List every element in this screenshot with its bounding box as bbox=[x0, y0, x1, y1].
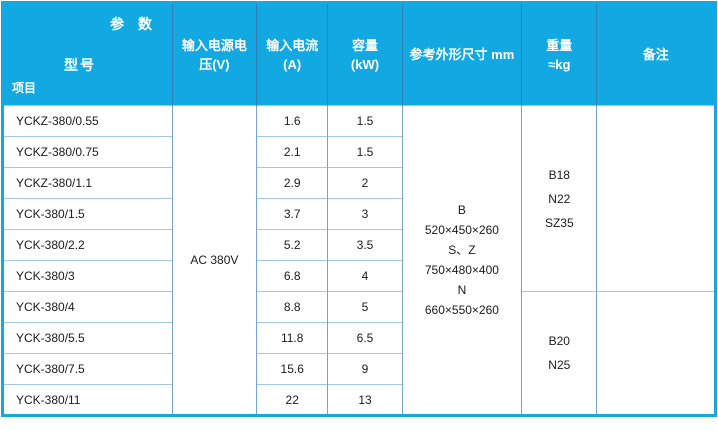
weight-cell-group2: B20 N25 bbox=[521, 291, 597, 416]
capacity-cell: 3 bbox=[327, 198, 403, 230]
dimensions-line: N bbox=[457, 283, 467, 297]
header-col-voltage-line1: 输入电源电 bbox=[181, 37, 247, 53]
capacity-cell: 3.5 bbox=[327, 229, 403, 261]
remark-cell-group2 bbox=[596, 291, 716, 416]
header-col-remark: 备注 bbox=[596, 2, 716, 106]
header-col-remark-line1: 备注 bbox=[642, 47, 669, 62]
header-item-label: 项目 bbox=[12, 81, 37, 95]
header-corner-cell: 参 数 型号 项目 bbox=[2, 2, 173, 106]
header-col-current: 输入电流 (A) bbox=[256, 2, 328, 106]
table-row: YCK-380/11 22 13 bbox=[2, 384, 716, 416]
weight-cell-group1: B18 N22 SZ35 bbox=[521, 105, 597, 292]
weight-line: SZ35 bbox=[544, 215, 574, 230]
current-cell: 22 bbox=[256, 384, 328, 416]
table-row: YCK-380/7.5 15.6 9 bbox=[2, 353, 716, 385]
table-row: YCK-380/2.2 5.2 3.5 bbox=[2, 229, 716, 261]
remark-cell-group1 bbox=[596, 105, 716, 292]
header-param-label: 参 数 bbox=[110, 16, 152, 32]
table-row: YCKZ-380/0.75 2.1 1.5 bbox=[2, 136, 716, 168]
header-col-capacity-line1: 容量 bbox=[351, 37, 378, 53]
current-cell: 15.6 bbox=[256, 353, 328, 385]
current-cell: 2.1 bbox=[256, 136, 328, 168]
table-row: YCK-380/3 6.8 4 bbox=[2, 260, 716, 292]
model-cell: YCK-380/7.5 bbox=[2, 353, 173, 385]
dimensions-line: 520×450×260 bbox=[424, 223, 499, 237]
header-col-capacity: 容量 (kW) bbox=[327, 2, 403, 106]
header-col-voltage-line2: 压(V) bbox=[199, 56, 230, 72]
header-col-weight: 重量 ≈kg bbox=[521, 2, 597, 106]
capacity-cell: 5 bbox=[327, 291, 403, 323]
current-cell: 3.7 bbox=[256, 198, 328, 230]
table-row: YCKZ-380/1.1 2.9 2 bbox=[2, 167, 716, 199]
dimensions-cell: B 520×450×260 S、Z 750×480×400 N 660×550×… bbox=[401, 105, 522, 416]
capacity-cell: 1.5 bbox=[327, 105, 403, 137]
capacity-cell: 9 bbox=[327, 353, 403, 385]
header-col-capacity-line2: (kW) bbox=[350, 56, 380, 72]
dimensions-line: 750×480×400 bbox=[424, 263, 499, 277]
header-col-current-line2: (A) bbox=[283, 56, 302, 72]
capacity-cell: 4 bbox=[327, 260, 403, 292]
table-row: YCK-380/5.5 11.8 6.5 bbox=[2, 322, 716, 354]
current-cell: 11.8 bbox=[256, 322, 328, 354]
dimensions-line: 660×550×260 bbox=[424, 303, 499, 317]
model-cell: YCKZ-380/0.75 bbox=[2, 136, 173, 168]
model-cell: YCK-380/3 bbox=[2, 260, 173, 292]
model-cell: YCK-380/4 bbox=[2, 291, 173, 323]
model-cell: YCKZ-380/0.55 bbox=[2, 105, 173, 137]
header-row: 参 数 型号 项目 输入电源电 压(V) 输入电流 (A) 容量 (kW) 参考… bbox=[2, 2, 716, 106]
table-row: YCK-380/4 8.8 5 B20 N25 bbox=[2, 291, 716, 416]
current-cell: 6.8 bbox=[256, 260, 328, 292]
capacity-cell: 1.5 bbox=[327, 136, 403, 168]
weight-line: B20 bbox=[548, 334, 570, 348]
header-col-dimensions-line1: 参考外形尺寸 mm bbox=[409, 47, 515, 62]
header-col-current-line1: 输入电流 bbox=[266, 37, 319, 53]
weight-line: B18 bbox=[548, 167, 570, 182]
model-cell: YCKZ-380/1.1 bbox=[2, 167, 173, 199]
model-cell: YCK-380/1.5 bbox=[2, 198, 173, 230]
current-cell: 2.9 bbox=[256, 167, 328, 199]
header-col-voltage: 输入电源电 压(V) bbox=[171, 2, 257, 106]
model-cell: YCK-380/2.2 bbox=[2, 229, 173, 261]
spec-table: 参 数 型号 项目 输入电源电 压(V) 输入电流 (A) 容量 (kW) 参考… bbox=[1, 1, 717, 417]
model-cell: YCK-380/11 bbox=[2, 384, 173, 416]
model-cell: YCK-380/5.5 bbox=[2, 322, 173, 354]
header-col-weight-line1: 重量 bbox=[546, 37, 573, 53]
current-cell: 5.2 bbox=[256, 229, 328, 261]
voltage-cell: AC 380V bbox=[171, 105, 257, 416]
dimensions-line: B bbox=[457, 203, 466, 217]
current-cell: 8.8 bbox=[256, 291, 328, 323]
current-cell: 1.6 bbox=[256, 105, 328, 137]
capacity-cell: 6.5 bbox=[327, 322, 403, 354]
header-model-label: 型号 bbox=[64, 57, 96, 73]
capacity-cell: 13 bbox=[327, 384, 403, 416]
capacity-cell: 2 bbox=[327, 167, 403, 199]
weight-line: N22 bbox=[548, 191, 571, 206]
dimensions-line: S、Z bbox=[448, 243, 476, 257]
header-col-weight-line2: ≈kg bbox=[548, 56, 571, 72]
table-row: YCKZ-380/0.55 AC 380V 1.6 1.5 B 520×450×… bbox=[2, 105, 716, 416]
table-row: YCK-380/1.5 3.7 3 bbox=[2, 198, 716, 230]
weight-line: N25 bbox=[548, 358, 571, 372]
header-col-dimensions: 参考外形尺寸 mm bbox=[401, 2, 522, 106]
